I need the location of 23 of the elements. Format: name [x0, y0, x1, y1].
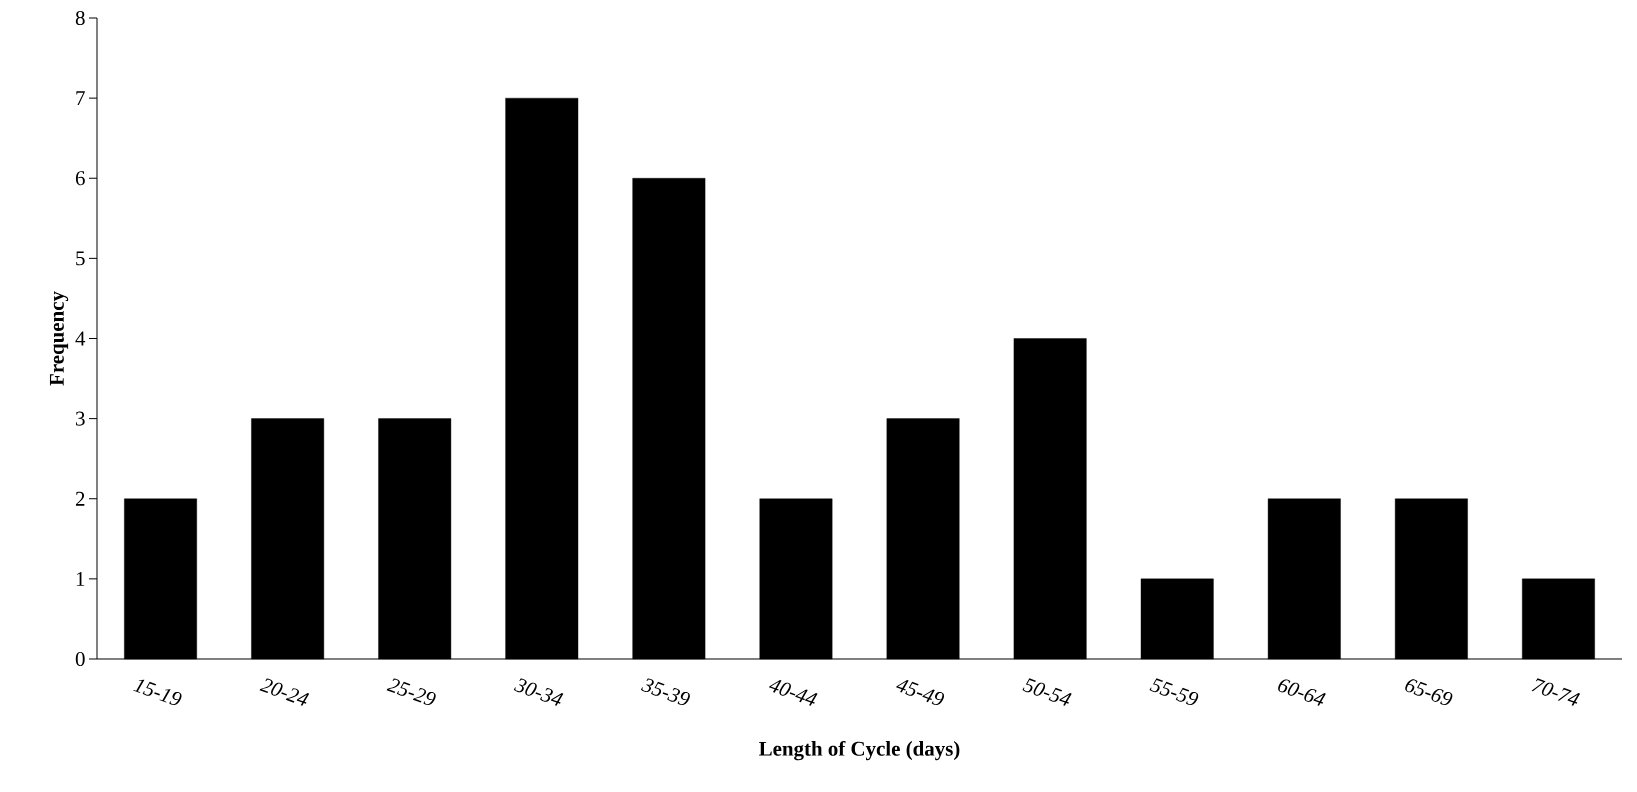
x-tick-label: 35-39 [640, 678, 690, 706]
x-tick-label: 50-54 [1022, 678, 1072, 706]
x-tick-label: 15-19 [133, 679, 182, 706]
y-tick-label: 3 [76, 411, 85, 426]
x-tick-label: 20-24 [259, 678, 310, 706]
y-tick-label: 4 [75, 331, 86, 346]
y-tick-label: 1 [76, 571, 85, 586]
x-tick-label: 55-59 [1149, 678, 1199, 706]
y-tick-label: 8 [75, 10, 85, 26]
y-tick-label: 7 [76, 91, 85, 105]
y-tick-label: 2 [75, 491, 85, 506]
x-tick-label: 65-69 [1405, 679, 1453, 706]
x-tick-label: 30-34 [513, 678, 564, 706]
x-tick-label: 70-74 [1531, 678, 1581, 706]
y-tick-label: 0 [75, 651, 85, 667]
x-axis-title: Length of Cycle (days) [759, 740, 960, 761]
x-tick-label: 40-44 [768, 679, 818, 706]
y-tick-label: 6 [75, 171, 85, 186]
y-axis-title: Frequency [49, 291, 69, 386]
x-tick-label: 45-49 [896, 679, 945, 706]
x-tick-label: 60-64 [1278, 679, 1326, 706]
x-tick-label: 25-29 [386, 678, 436, 706]
y-tick-label: 5 [76, 251, 85, 266]
